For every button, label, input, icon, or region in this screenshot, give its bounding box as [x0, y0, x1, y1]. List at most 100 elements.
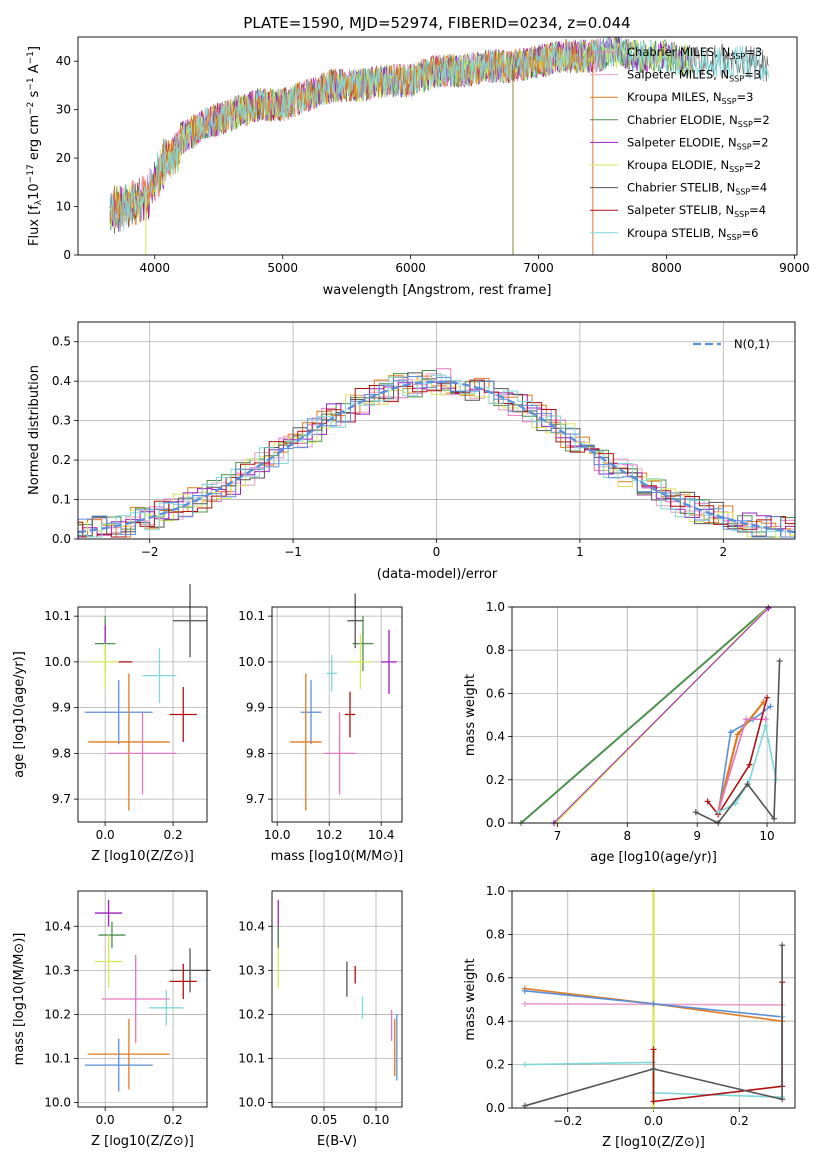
- residual-panel: −2 −1 0 1 2 0.0 0.1 0.2 0.3 0.4 0.5 (data-model)/er…: [27, 321, 796, 582]
- y-tick-label: 9.7: [52, 792, 71, 806]
- y-tick-label: 0.2: [486, 1058, 505, 1072]
- y-tick-label: 9.8: [246, 746, 265, 760]
- x-axis-label: wavelength [Angstrom, rest frame]: [323, 283, 552, 298]
- chart-title: PLATE=1590, MJD=52974, FIBERID=0234, z=0…: [243, 14, 630, 32]
- x-tick-label: 5000: [267, 261, 298, 275]
- x-tick-label: 10.0: [264, 828, 291, 842]
- x-tick-label: 6000: [395, 261, 426, 275]
- x-tick-label: −1: [284, 545, 302, 559]
- legend-label: Chabrier MILES, NSSP=3: [627, 45, 762, 61]
- y-tick-label: 0.4: [486, 730, 505, 744]
- x-tick-label: 9: [693, 829, 701, 843]
- y-tick-label: 10.0: [44, 1096, 71, 1110]
- errorbar-panel-2: 0.0 0.2 9.7 9.8 9.9 10.0 10.1 Z [log10(Z/Z⊙)] ag…: [12, 584, 208, 864]
- y-tick-label: 0.0: [486, 1101, 505, 1115]
- errorbar-panel-3: 10.0 10.2 10.4 9.7 9.8 9.9 10.0 10.1 mass [log10…: [238, 593, 403, 864]
- legend-label: Chabrier STELIB, NSSP=4: [627, 181, 767, 197]
- y-tick-label: 9.8: [52, 746, 71, 760]
- y-tick-label: 10.0: [238, 1096, 265, 1110]
- x-tick-label: 0.0: [644, 1114, 663, 1128]
- y-tick-label: 10.4: [44, 919, 71, 933]
- legend-label: Salpeter STELIB, NSSP=4: [627, 203, 766, 219]
- x-tick-label: 7000: [523, 261, 554, 275]
- y-tick-label: 30: [56, 103, 71, 117]
- x-tick-label: 2: [719, 545, 727, 559]
- x-axis-label: mass [log10(M/M⊙)]: [271, 849, 404, 864]
- y-tick-label: 10.1: [44, 1052, 71, 1066]
- y-tick-label: 9.7: [246, 792, 265, 806]
- weight-line: [707, 697, 768, 816]
- x-tick-label: 0.05: [311, 1113, 338, 1127]
- x-tick-label: 0.2: [164, 828, 183, 842]
- y-tick-label: 10.4: [238, 919, 265, 933]
- y-tick-label: 0.4: [52, 374, 71, 388]
- x-tick-label: 0.0: [96, 1113, 115, 1127]
- x-axis-label: age [log10(age/yr)]: [590, 850, 717, 865]
- x-tick-label: 7: [554, 829, 562, 843]
- x-tick-label: 0.2: [164, 1113, 183, 1127]
- y-tick-label: 0.5: [52, 335, 71, 349]
- weight-line: [717, 705, 771, 815]
- y-tick-label: 10.0: [238, 655, 265, 669]
- x-tick-label: −0.2: [553, 1114, 582, 1128]
- y-tick-label: 1.0: [486, 600, 505, 614]
- weight-line: [553, 607, 769, 824]
- y-tick-label: 0.0: [52, 532, 71, 546]
- y-axis-label: age [log10(age/yr)]: [12, 651, 27, 778]
- histogram-series: [78, 374, 795, 538]
- y-tick-label: 0.4: [486, 1014, 505, 1028]
- y-tick-label: 40: [56, 54, 71, 68]
- spectrum-line: [109, 37, 769, 232]
- axes-frame: [77, 606, 208, 823]
- y-tick-label: 10.3: [44, 963, 71, 977]
- errorbar-panel-5: 0.0 0.2 10.0 10.1 10.2 10.3 10.4 Z [log10(Z/Z⊙)…: [12, 890, 211, 1149]
- axes-frame: [271, 890, 403, 1108]
- mass-weight-panel-7: −0.2 0.0 0.2 0.0 0.2 0.4 0.6 0.8 1.0 Z [log10(Z/Z…: [463, 884, 796, 1150]
- y-tick-label: 9.9: [52, 701, 71, 715]
- spectrum-panel: PLATE=1590, MJD=52974, FIBERID=0234, z=0…: [26, 14, 810, 298]
- legend-label: Kroupa ELODIE, NSSP=2: [627, 158, 761, 174]
- x-axis-label: Z [log10(Z/Z⊙)]: [91, 849, 194, 864]
- y-tick-label: 10.3: [238, 963, 265, 977]
- y-tick-label: 1.0: [486, 884, 505, 898]
- mass-weight-panel-4: 7 8 9 10 0.0 0.2 0.4 0.6 0.8 1.0 age [log10(age/yr…: [463, 600, 796, 865]
- y-tick-label: 10: [56, 200, 71, 214]
- axes-frame: [511, 606, 796, 824]
- legend-label: Kroupa STELIB, NSSP=6: [627, 226, 758, 242]
- x-axis-label: E(B-V): [317, 1134, 357, 1149]
- x-tick-label: 9000: [779, 261, 810, 275]
- y-tick-label: 10.2: [44, 1007, 71, 1021]
- weight-line: [524, 945, 783, 1107]
- x-tick-label: 8: [623, 829, 631, 843]
- y-tick-label: 0.8: [486, 643, 505, 657]
- y-tick-label: 20: [56, 151, 71, 165]
- y-tick-label: 10.1: [238, 609, 265, 623]
- x-tick-label: 1: [576, 545, 584, 559]
- legend-label: Chabrier ELODIE, NSSP=2: [627, 113, 770, 129]
- x-axis-label: (data-model)/error: [377, 567, 498, 582]
- x-tick-label: 0.0: [96, 828, 115, 842]
- x-axis-label: Z [log10(Z/Z⊙)]: [91, 1134, 194, 1149]
- errorbar-panel-6: 0.05 0.10 10.0 10.1 10.2 10.3 10.4 E(B-V): [238, 890, 403, 1149]
- y-tick-label: 0: [63, 248, 71, 262]
- axes-frame: [77, 890, 208, 1108]
- x-tick-label: 0: [433, 545, 441, 559]
- axes-frame: [77, 36, 798, 256]
- y-tick-label: 0.6: [486, 686, 505, 700]
- histogram-series: [78, 376, 795, 538]
- y-tick-label: 10.1: [44, 609, 71, 623]
- y-tick-label: 0.6: [486, 971, 505, 985]
- y-tick-label: 0.2: [486, 773, 505, 787]
- normal-curve: [77, 380, 796, 534]
- axes-frame: [271, 606, 403, 823]
- x-axis-label: Z [log10(Z/Z⊙)]: [602, 1135, 705, 1150]
- y-tick-label: 0.0: [486, 816, 505, 830]
- legend-label: Salpeter ELODIE, NSSP=2: [627, 135, 769, 151]
- y-axis-label: Flux [fλ10−17 erg cm−2 s−1 A−1]: [26, 46, 44, 246]
- x-tick-label: 10.4: [368, 828, 395, 842]
- y-axis-label: mass weight: [463, 674, 478, 756]
- y-tick-label: 0.2: [52, 453, 71, 467]
- y-axis-label: Normed distribution: [27, 365, 42, 495]
- histogram-series: [78, 381, 795, 538]
